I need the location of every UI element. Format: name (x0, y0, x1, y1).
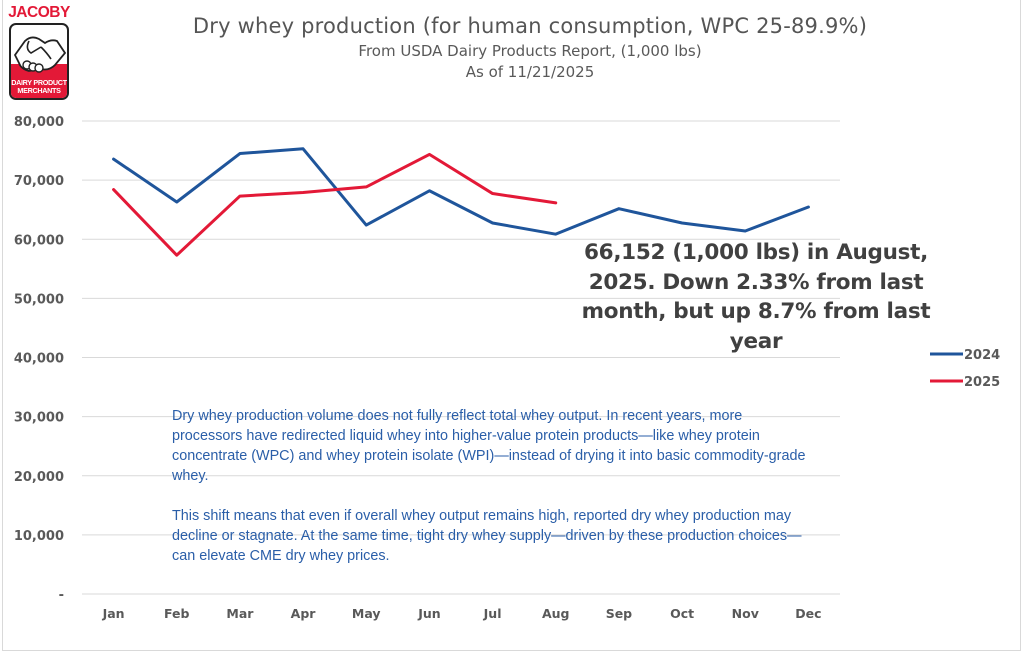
x-tick-label: Dec (795, 606, 821, 621)
logo-tagline-line1: DAIRY PRODUCT (11, 78, 67, 87)
chart-as-of-date: As of 11/21/2025 (465, 63, 595, 81)
y-axis-ticks: - 10,000 20,000 30,000 40,000 50,000 60,000 70,… (14, 115, 64, 603)
y-tick-label: 10,000 (14, 529, 64, 544)
jacoby-logo: JACOBY DAIRY PRODUCT MERCHANTS (6, 4, 72, 100)
y-tick-label: 80,000 (14, 115, 64, 130)
series-lines (112, 147, 810, 257)
x-tick-label: Feb (164, 606, 190, 621)
legend: 2024 2025 (930, 348, 1000, 390)
note-paragraph-2: This shift means that even if overall wh… (172, 508, 802, 564)
chart-subtitle: From USDA Dairy Products Report, (1,000 … (358, 42, 702, 60)
note-paragraph-1: Dry whey production volume does not full… (172, 408, 806, 484)
x-tick-label: Jun (417, 606, 440, 621)
x-tick-label: May (352, 606, 381, 621)
y-tick-label: - (59, 588, 64, 603)
x-tick-label: Mar (226, 606, 254, 621)
logo-tagline: DAIRY PRODUCT MERCHANTS (11, 79, 67, 95)
logo-tagline-line2: MERCHANTS (17, 86, 61, 95)
x-tick-label: Oct (670, 606, 694, 621)
x-tick-label: Sep (606, 606, 632, 621)
series-line-2025 (112, 152, 558, 257)
x-tick-label: Jul (483, 606, 502, 621)
logo-brand-text: JACOBY (8, 4, 70, 21)
callout-annotation: 66,152 (1,000 lbs) in August, 2025. Down… (581, 240, 931, 354)
series-line-2024 (112, 147, 810, 236)
x-tick-label: Aug (542, 606, 570, 621)
explanatory-note: Dry whey production volume does not full… (172, 406, 812, 586)
handshake-icon (13, 36, 67, 73)
y-tick-label: 50,000 (14, 292, 64, 307)
y-tick-label: 40,000 (14, 352, 64, 367)
y-tick-label: 20,000 (14, 470, 64, 485)
x-tick-label: Jan (102, 606, 125, 621)
y-tick-label: 60,000 (14, 233, 64, 248)
x-axis-ticks: Jan Feb Mar Apr May Jun Jul Aug Sep Oct Nov Dec (102, 606, 822, 621)
x-tick-label: Nov (732, 606, 759, 621)
y-tick-label: 30,000 (14, 411, 64, 426)
logo-badge: DAIRY PRODUCT MERCHANTS (9, 23, 69, 100)
y-tick-label: 70,000 (14, 174, 64, 189)
gridlines (82, 120, 840, 595)
legend-label-2024: 2024 (964, 348, 1000, 363)
chart-title: Dry whey production (for human consumpti… (192, 14, 868, 38)
x-tick-label: Apr (291, 606, 317, 621)
legend-label-2025: 2025 (964, 375, 1000, 390)
